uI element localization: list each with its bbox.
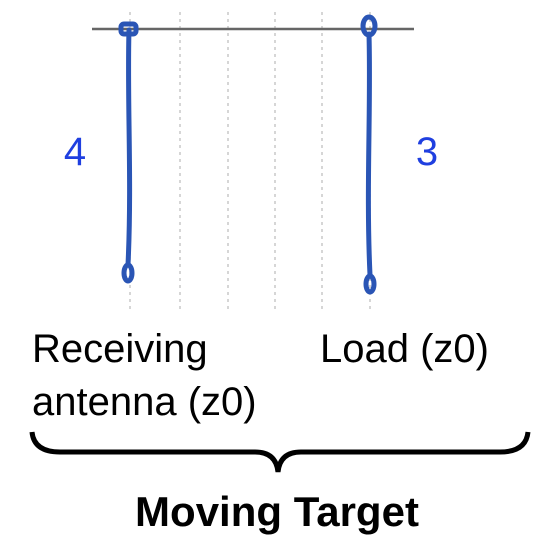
antenna-label: Receiving xyxy=(32,327,208,371)
load-number: 3 xyxy=(416,130,438,174)
load-label: Load (z0) xyxy=(320,327,489,371)
antenna-wires xyxy=(118,14,378,295)
brace-label: Moving Target xyxy=(135,488,419,535)
antenna-label: antenna (z0) xyxy=(32,380,257,424)
grid-lines xyxy=(129,12,371,310)
brace xyxy=(29,431,531,473)
antenna-number: 4 xyxy=(64,130,86,174)
